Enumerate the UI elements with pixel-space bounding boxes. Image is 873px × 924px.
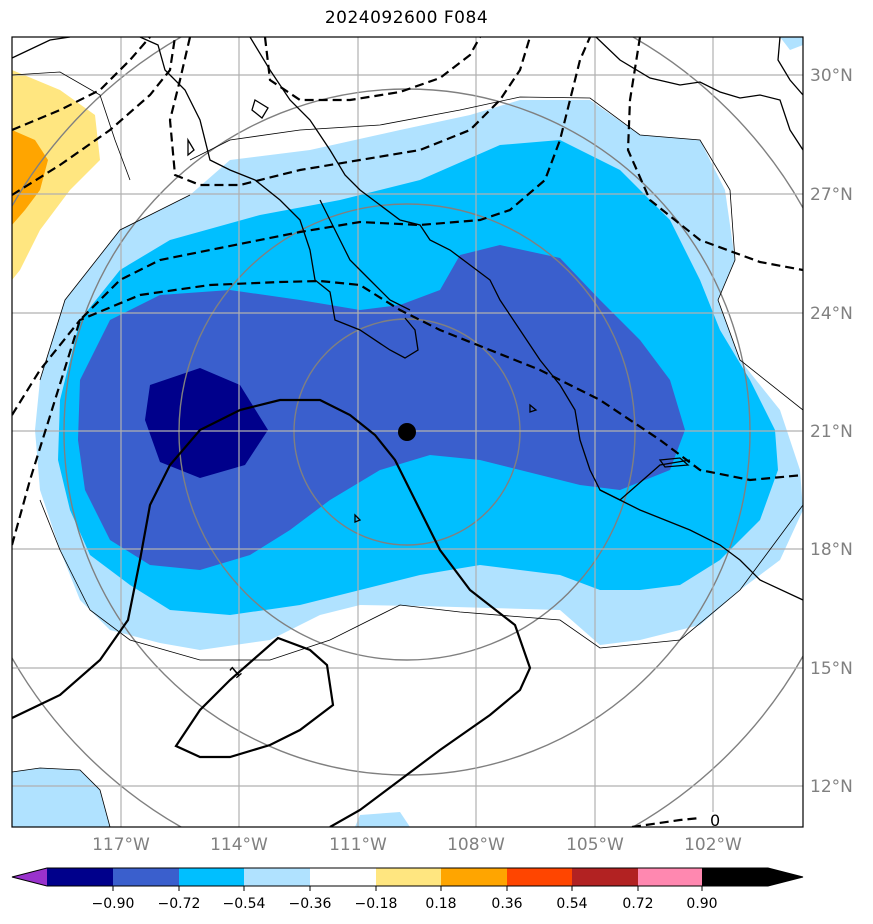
contour-label-0: 0	[710, 811, 720, 830]
colorbar-segment-8	[507, 868, 572, 886]
colorbar-tick-3: −0.54	[223, 896, 266, 912]
lon-label-105w: 105°W	[566, 835, 624, 855]
solid-contours	[12, 398, 532, 827]
colorbar-segment-4	[244, 868, 310, 886]
storm-center-marker	[398, 423, 416, 441]
lat-label-27n: 27°N	[810, 185, 853, 205]
colorbar-segment-6	[376, 868, 441, 886]
lat-label-24n: 24°N	[810, 304, 853, 324]
colorbar-segment-10	[638, 868, 702, 886]
lon-label-117w: 117°W	[92, 835, 150, 855]
shade-light-blue-ne	[780, 37, 803, 50]
shade-dark-blue	[145, 368, 268, 478]
lon-label-108w: 108°W	[447, 835, 505, 855]
lon-label-102w: 102°W	[684, 835, 742, 855]
colorbar-extend-high	[702, 868, 803, 886]
colorbar-tick-9: 0.72	[622, 896, 653, 912]
colorbar-tick-2: −0.72	[158, 896, 201, 912]
contour-label-1: 1	[226, 661, 246, 682]
thin-outlines	[12, 71, 803, 827]
lon-label-111w: 111°W	[329, 835, 387, 855]
colorbar-segment-2	[113, 868, 179, 886]
shade-light-blue-s	[355, 812, 410, 827]
map-title: 2024092600 F084	[324, 8, 489, 28]
lon-label-114w: 114°W	[210, 835, 268, 855]
dashed-contours	[12, 37, 803, 827]
colorbar-tick-6: 0.18	[425, 896, 456, 912]
colorbar-tick-7: 0.36	[491, 896, 522, 912]
colorbar-tick-10: 0.90	[686, 896, 717, 912]
colorbar-tick-4: −0.36	[289, 896, 332, 912]
shade-light-blue-sw	[12, 768, 110, 827]
lat-label-12n: 12°N	[810, 777, 853, 797]
lat-label-18n: 18°N	[810, 540, 853, 560]
colorbar-tick-5: −0.18	[355, 896, 398, 912]
colorbar-segment-3	[179, 868, 244, 886]
colorbar-tick-1: −0.90	[92, 896, 135, 912]
colorbar-segment-1	[47, 868, 113, 886]
colorbar-extend-low	[12, 868, 47, 886]
lat-label-30n: 30°N	[810, 66, 853, 86]
colorbar-segment-5	[310, 868, 376, 886]
coastlines	[12, 37, 803, 601]
map-frame	[11, 36, 804, 828]
colorbar: −0.90 −0.72 −0.54 −0.36 −0.18 0.18 0.36 …	[11, 867, 804, 912]
lat-label-15n: 15°N	[810, 659, 853, 679]
colorbar-segment-7	[441, 868, 507, 886]
shade-medium-blue	[78, 245, 685, 570]
colorbar-tick-8: 0.54	[556, 896, 587, 912]
shade-yellow	[12, 70, 100, 280]
lat-label-21n: 21°N	[810, 422, 853, 442]
colorbar-segment-9	[572, 868, 638, 886]
